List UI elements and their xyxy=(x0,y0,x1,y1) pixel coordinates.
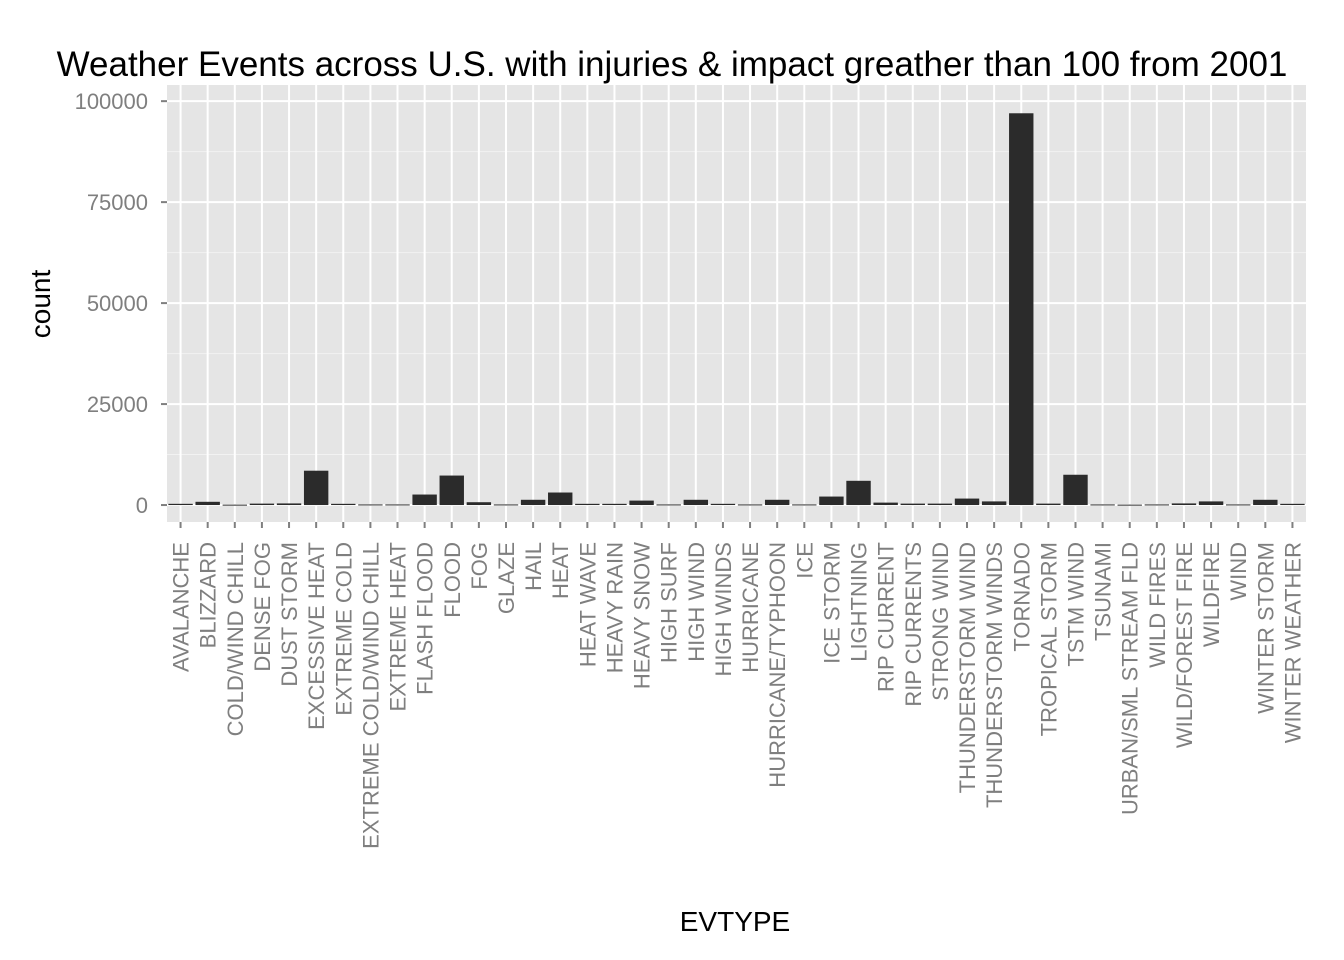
x-tick-label: URBAN/SML STREAM FLD xyxy=(1118,542,1143,815)
grid-minor xyxy=(167,151,1306,456)
bar xyxy=(276,503,302,506)
x-tick-label: DENSE FOG xyxy=(250,542,275,672)
x-tick-label: THUNDERSTORM WINDS xyxy=(982,542,1007,808)
bar xyxy=(1090,504,1115,506)
x-tick-label: ICE STORM xyxy=(819,542,844,664)
bar xyxy=(1036,503,1061,506)
chart-title: Weather Events across U.S. with injuries… xyxy=(57,45,1288,84)
bar xyxy=(1117,504,1142,506)
bar xyxy=(683,499,709,506)
bar xyxy=(1225,504,1251,506)
bars xyxy=(168,113,1305,506)
bar xyxy=(575,503,600,506)
x-tick-label: HEAT WAVE xyxy=(575,542,600,667)
bar xyxy=(602,503,627,506)
y-axis-title: count xyxy=(25,270,56,339)
x-tick-label: WINTER STORM xyxy=(1253,542,1278,714)
bar xyxy=(520,499,546,506)
bar xyxy=(1171,503,1197,506)
bar xyxy=(466,502,492,506)
x-tick-label: EXTREME COLD/WIND CHILL xyxy=(358,542,383,849)
x-tick-label: RIP CURRENTS xyxy=(901,542,926,707)
bar xyxy=(168,503,193,506)
x-tick-label: HAIL xyxy=(521,542,546,591)
bar xyxy=(1280,503,1305,506)
bar xyxy=(1198,501,1224,506)
grid-major xyxy=(167,85,1306,522)
x-tick-label: WINTER WEATHER xyxy=(1280,542,1305,743)
x-tick-label: BLIZZARD xyxy=(196,542,221,648)
x-tick-label: TROPICAL STORM xyxy=(1036,542,1061,736)
x-tick-label: HURRICANE/TYPHOON xyxy=(765,542,790,788)
bar xyxy=(981,501,1007,506)
bar xyxy=(900,503,925,506)
y-tick-label: 25000 xyxy=(87,392,148,417)
bar xyxy=(249,503,275,506)
y-tick-label: 75000 xyxy=(87,190,148,215)
bar xyxy=(927,503,953,506)
bar xyxy=(656,504,681,506)
bar xyxy=(737,504,763,506)
x-tick-label: TORNADO xyxy=(1009,542,1034,652)
x-tick-label: FLASH FLOOD xyxy=(413,542,438,695)
x-tick-label: RIP CURRENT xyxy=(874,542,899,692)
y-axis: 0 25000 50000 75000 100000 xyxy=(75,89,167,518)
x-tick-label: HEAVY RAIN xyxy=(602,542,627,673)
x-tick-label: TSUNAMI xyxy=(1091,542,1116,641)
x-tick-label: FLOOD xyxy=(440,542,465,618)
x-tick-label: AVALANCHE xyxy=(169,542,194,672)
x-tick-label: LIGHTNING xyxy=(847,542,872,662)
x-tick-label: EXCESSIVE HEAT xyxy=(304,542,329,730)
x-tick-label: HEAVY SNOW xyxy=(630,542,655,689)
bar xyxy=(385,504,410,506)
x-tick-label: ICE xyxy=(792,542,817,579)
bar xyxy=(358,504,383,506)
bar xyxy=(1144,504,1170,506)
x-axis-title: EVTYPE xyxy=(680,906,790,937)
bar xyxy=(195,501,220,506)
bar xyxy=(222,504,248,506)
bar xyxy=(954,498,980,506)
x-tick-label: HURRICANE xyxy=(738,542,763,673)
bar xyxy=(439,475,464,506)
x-tick-label: HIGH WIND xyxy=(684,542,709,662)
y-tick-label: 50000 xyxy=(87,291,148,316)
x-tick-label: EXTREME COLD xyxy=(331,542,356,716)
x-tick-label: HIGH WINDS xyxy=(711,542,736,676)
x-tick-label: STRONG WIND xyxy=(928,542,953,701)
x-tick-label: WILD FIRES xyxy=(1145,542,1170,668)
bar xyxy=(629,500,654,506)
x-tick-label: HIGH SURF xyxy=(657,542,682,663)
bar xyxy=(548,492,573,506)
x-tick-label: EXTREME HEAT xyxy=(386,542,411,712)
bar xyxy=(873,502,898,506)
bar xyxy=(846,480,871,506)
x-tick-label: TSTM WIND xyxy=(1063,542,1088,667)
bar xyxy=(1253,499,1278,506)
x-tick-label: COLD/WIND CHILL xyxy=(223,542,248,736)
y-tick-label: 0 xyxy=(136,493,148,518)
bar xyxy=(710,503,736,506)
x-tick-label: FOG xyxy=(467,542,492,590)
bar xyxy=(1009,113,1034,506)
x-tick-label: WIND xyxy=(1226,542,1251,601)
bar xyxy=(412,494,437,506)
x-tick-label: WILDFIRE xyxy=(1199,542,1224,647)
bar xyxy=(792,504,817,506)
y-tick-label: 100000 xyxy=(75,89,148,114)
x-axis: AVALANCHE BLIZZARD COLD/WIND CHILL DENSE FO… xyxy=(169,522,1305,849)
x-tick-label: GLAZE xyxy=(494,542,519,614)
x-tick-label: THUNDERSTORM WIND xyxy=(955,542,980,793)
x-tick-label: HEAT xyxy=(548,542,573,599)
bar xyxy=(819,496,844,506)
bar xyxy=(1063,474,1088,506)
bar xyxy=(493,504,519,506)
x-tick-label: DUST STORM xyxy=(277,542,302,687)
bar xyxy=(764,499,790,506)
x-tick-label: WILD/FOREST FIRE xyxy=(1172,542,1197,748)
bar xyxy=(331,503,356,506)
bar xyxy=(303,470,329,506)
